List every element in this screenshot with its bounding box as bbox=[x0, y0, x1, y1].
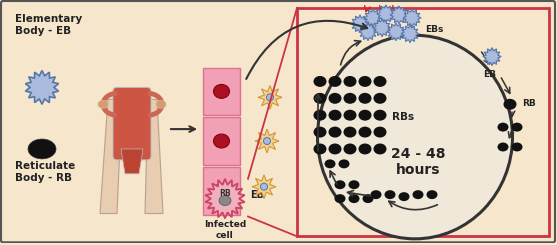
Ellipse shape bbox=[511, 123, 522, 132]
Ellipse shape bbox=[359, 127, 372, 137]
Polygon shape bbox=[100, 99, 122, 213]
Polygon shape bbox=[373, 19, 391, 37]
Ellipse shape bbox=[359, 144, 372, 154]
Ellipse shape bbox=[344, 93, 356, 104]
FancyBboxPatch shape bbox=[113, 87, 151, 160]
Ellipse shape bbox=[497, 123, 509, 132]
Polygon shape bbox=[351, 15, 369, 33]
Ellipse shape bbox=[370, 190, 382, 199]
Ellipse shape bbox=[314, 93, 326, 104]
Ellipse shape bbox=[344, 127, 356, 137]
FancyBboxPatch shape bbox=[297, 8, 549, 236]
Text: EB: EB bbox=[483, 70, 496, 78]
Ellipse shape bbox=[28, 139, 56, 159]
Circle shape bbox=[266, 94, 273, 101]
Polygon shape bbox=[26, 71, 58, 104]
Ellipse shape bbox=[374, 93, 387, 104]
Ellipse shape bbox=[374, 76, 387, 87]
Polygon shape bbox=[252, 175, 276, 199]
Ellipse shape bbox=[359, 76, 372, 87]
Text: RB: RB bbox=[522, 99, 536, 108]
FancyBboxPatch shape bbox=[203, 68, 240, 115]
Polygon shape bbox=[387, 23, 405, 41]
Ellipse shape bbox=[314, 110, 326, 121]
Ellipse shape bbox=[344, 76, 356, 87]
Ellipse shape bbox=[156, 100, 166, 108]
Polygon shape bbox=[401, 25, 419, 43]
Ellipse shape bbox=[349, 194, 359, 203]
Ellipse shape bbox=[213, 85, 229, 98]
Ellipse shape bbox=[314, 127, 326, 137]
Ellipse shape bbox=[329, 110, 341, 121]
Ellipse shape bbox=[213, 184, 229, 198]
Ellipse shape bbox=[359, 110, 372, 121]
Polygon shape bbox=[359, 23, 377, 41]
Ellipse shape bbox=[344, 110, 356, 121]
Ellipse shape bbox=[374, 144, 387, 154]
Circle shape bbox=[263, 137, 271, 145]
Polygon shape bbox=[403, 9, 421, 27]
Ellipse shape bbox=[329, 144, 341, 154]
Text: Infected
cell: Infected cell bbox=[204, 220, 246, 240]
Ellipse shape bbox=[374, 110, 387, 121]
Ellipse shape bbox=[329, 127, 341, 137]
Polygon shape bbox=[390, 6, 408, 24]
Ellipse shape bbox=[314, 144, 326, 154]
Ellipse shape bbox=[219, 196, 231, 206]
Ellipse shape bbox=[329, 76, 341, 87]
Ellipse shape bbox=[497, 143, 509, 151]
Text: EBs: EBs bbox=[425, 25, 443, 34]
Ellipse shape bbox=[504, 99, 516, 110]
Ellipse shape bbox=[374, 127, 387, 137]
Polygon shape bbox=[255, 129, 279, 153]
Ellipse shape bbox=[384, 190, 395, 199]
Polygon shape bbox=[377, 5, 395, 23]
Text: RB: RB bbox=[219, 189, 231, 198]
Ellipse shape bbox=[325, 159, 335, 168]
Text: RBs: RBs bbox=[392, 112, 414, 122]
FancyBboxPatch shape bbox=[203, 167, 240, 215]
Ellipse shape bbox=[329, 93, 341, 104]
Text: Elementary
Body - EB: Elementary Body - EB bbox=[15, 14, 82, 36]
Ellipse shape bbox=[427, 190, 437, 199]
Ellipse shape bbox=[349, 180, 359, 189]
Ellipse shape bbox=[339, 159, 349, 168]
Polygon shape bbox=[364, 9, 382, 27]
Ellipse shape bbox=[213, 134, 229, 148]
FancyBboxPatch shape bbox=[1, 1, 555, 242]
Polygon shape bbox=[258, 86, 282, 109]
Ellipse shape bbox=[98, 100, 108, 108]
Text: 24 - 48
hours: 24 - 48 hours bbox=[391, 147, 445, 177]
Ellipse shape bbox=[511, 143, 522, 151]
Circle shape bbox=[261, 183, 267, 190]
FancyBboxPatch shape bbox=[203, 117, 240, 165]
Ellipse shape bbox=[359, 93, 372, 104]
Ellipse shape bbox=[413, 190, 423, 199]
Ellipse shape bbox=[344, 144, 356, 154]
Ellipse shape bbox=[363, 194, 374, 203]
Ellipse shape bbox=[335, 194, 345, 203]
Polygon shape bbox=[206, 179, 245, 219]
Ellipse shape bbox=[317, 35, 512, 239]
Ellipse shape bbox=[398, 192, 409, 201]
Ellipse shape bbox=[335, 180, 345, 189]
Text: Reticulate
Body - RB: Reticulate Body - RB bbox=[15, 161, 75, 183]
Ellipse shape bbox=[314, 76, 326, 87]
Polygon shape bbox=[483, 48, 501, 66]
Polygon shape bbox=[121, 149, 143, 174]
Polygon shape bbox=[145, 99, 163, 213]
Text: EB: EB bbox=[250, 190, 264, 200]
